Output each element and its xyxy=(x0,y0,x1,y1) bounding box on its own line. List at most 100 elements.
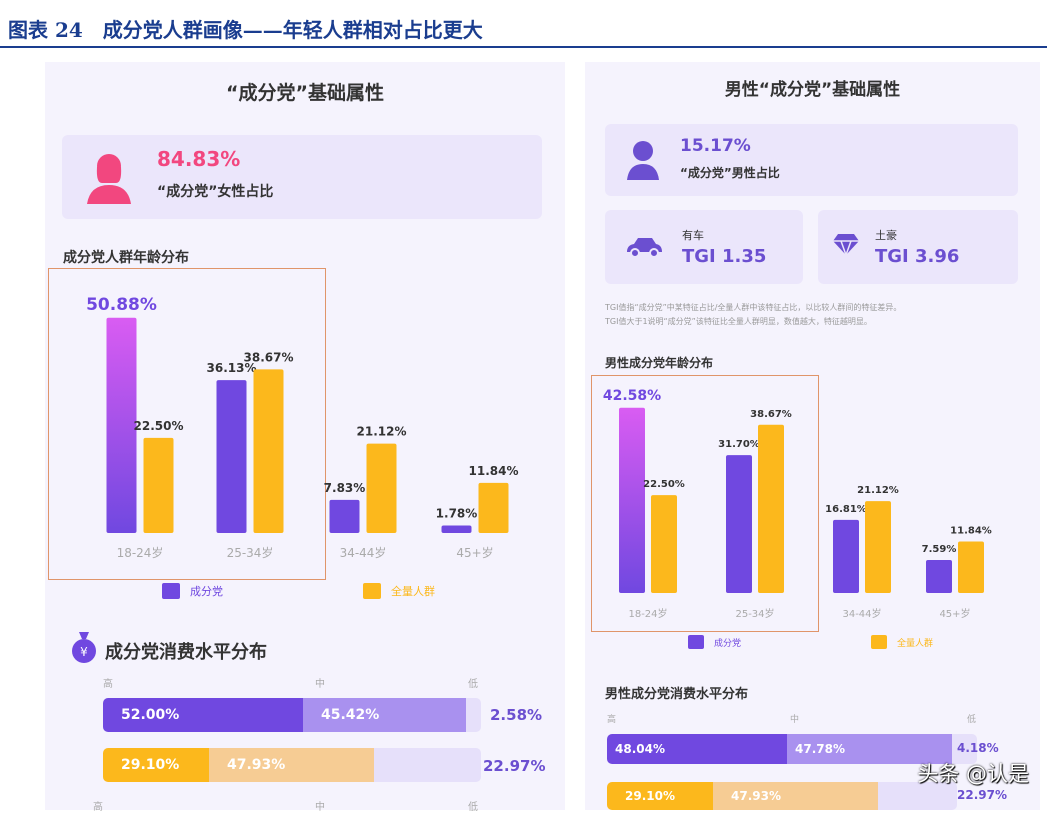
bar-chengfen xyxy=(106,317,137,533)
x-tick-label: 25-34岁 xyxy=(227,545,274,560)
left-consume-title: 成分党消费水平分布 xyxy=(105,642,267,663)
female-icon xyxy=(87,154,131,204)
car-icon xyxy=(627,238,662,258)
rich-label: 土豪 xyxy=(875,229,897,242)
male-consume-bar-all: 29.10% 47.93% xyxy=(607,782,957,810)
right-age-chart: 42.58% 22.50% 18-24岁 31.70% 38.67% 25-34岁 16.8… xyxy=(603,388,992,620)
bar-chengfen xyxy=(833,519,859,593)
seg-high: 52.00% xyxy=(103,698,303,732)
male-card: 15.17% “成分党”男性占比 xyxy=(605,124,1018,196)
seg-low xyxy=(952,734,977,764)
data-label: 7.83% xyxy=(324,481,366,495)
money-bag-icon: ¥ xyxy=(72,632,96,663)
seg-mid: 45.42% xyxy=(303,698,466,732)
left-panel-title: “成分党”基础属性 xyxy=(226,82,384,104)
data-label: 11.84% xyxy=(469,464,519,478)
legend-swatch-orange xyxy=(363,583,381,599)
male-icon xyxy=(627,141,659,180)
bar-chengfen xyxy=(726,455,752,593)
x-tick-label: 45+岁 xyxy=(939,607,970,620)
car-tgi: TGI 1.35 xyxy=(682,246,767,267)
bar-all xyxy=(253,369,284,533)
x-tick-label: 18-24岁 xyxy=(117,545,164,560)
data-label: 1.78% xyxy=(436,506,478,520)
tgi-note-line: TGI值大于1说明“成分党”该特征比全量人群明显，数值越大，特征越明显。 xyxy=(605,317,872,326)
male-label: “成分党”男性占比 xyxy=(680,166,780,180)
seg-high: 29.10% xyxy=(103,748,209,782)
x-tick-label: 34-44岁 xyxy=(340,545,387,560)
data-label: 38.67% xyxy=(750,409,792,420)
bar-all xyxy=(651,495,677,593)
data-label: 22.50% xyxy=(643,479,685,490)
legend-label: 成分党 xyxy=(190,585,223,598)
legend-label: 全量人群 xyxy=(391,585,435,598)
title-rule xyxy=(0,46,1047,48)
left-legend: 成分党 全量人群 xyxy=(162,583,435,599)
diamond-icon xyxy=(833,234,859,256)
left-age-chart: 50.88% 22.50% 18-24岁 36.13%38.67% 25-34岁 7.83… xyxy=(86,295,519,560)
highlight-box xyxy=(591,375,819,632)
seg-high: 48.04% xyxy=(607,734,787,764)
tgi-note: TGI值指“成分党”中某特征占比/全量人群中该特征占比，以比较人群间的特征差异。… xyxy=(605,301,1035,329)
level-high: 高 xyxy=(103,679,113,690)
seg-low xyxy=(374,748,481,782)
data-label: 21.12% xyxy=(857,485,899,496)
seg-low xyxy=(878,782,957,810)
level-low: 低 xyxy=(468,679,478,690)
level-high: 高 xyxy=(607,715,617,725)
low-value: 22.97% xyxy=(957,788,1007,802)
car-card: 有车 TGI 1.35 xyxy=(605,210,803,284)
bar-all xyxy=(758,424,784,593)
bar-all xyxy=(958,541,984,593)
level-low: 低 xyxy=(468,802,478,813)
data-label: 31.70% xyxy=(718,439,760,450)
legend-label: 成分党 xyxy=(714,638,742,649)
data-label: 42.58% xyxy=(603,388,661,404)
x-tick-label: 25-34岁 xyxy=(735,607,774,620)
bar-chengfen xyxy=(329,499,360,533)
consume-bar-chengfen: 52.00% 45.42% xyxy=(103,698,481,732)
seg-high: 29.10% xyxy=(607,782,713,810)
legend-label: 全量人群 xyxy=(897,638,934,649)
bar-all xyxy=(143,437,174,533)
low-value: 22.97% xyxy=(483,757,546,775)
data-label: 22.50% xyxy=(134,419,184,433)
data-label: 38.67% xyxy=(244,350,294,364)
watermark: 头条 @认是 xyxy=(917,762,1029,786)
male-pct: 15.17% xyxy=(680,136,751,156)
bar-chengfen xyxy=(926,559,952,593)
right-age-title: 男性成分党年龄分布 xyxy=(605,356,714,370)
right-consume-title: 男性成分党消费水平分布 xyxy=(605,687,749,702)
data-label: 21.12% xyxy=(357,425,407,439)
x-tick-label: 34-44岁 xyxy=(842,607,881,620)
level-mid: 中 xyxy=(315,679,325,690)
tgi-note-line: TGI值指“成分党”中某特征占比/全量人群中该特征占比，以比较人群间的特征差异。 xyxy=(605,303,902,312)
data-label: 36.13% xyxy=(207,361,257,375)
bar-all xyxy=(478,482,509,533)
level-high: 高 xyxy=(93,802,103,813)
seg-mid: 47.93% xyxy=(209,748,374,782)
low-value: 4.18% xyxy=(957,741,999,755)
bar-all xyxy=(366,443,397,533)
seg-low xyxy=(466,698,481,732)
low-value: 2.58% xyxy=(490,706,543,724)
bar-chengfen xyxy=(619,407,645,593)
svg-text:¥: ¥ xyxy=(80,645,88,659)
data-label: 50.88% xyxy=(86,295,157,315)
rich-tgi: TGI 3.96 xyxy=(875,246,960,267)
left-age-title: 成分党人群年龄分布 xyxy=(63,250,189,266)
highlight-box xyxy=(48,268,326,580)
female-pct: 84.83% xyxy=(157,147,241,171)
female-card: 84.83% “成分党”女性占比 xyxy=(62,135,542,219)
data-label: 16.81% xyxy=(825,504,867,515)
right-legend: 成分党 全量人群 xyxy=(688,635,933,649)
figure-title: 图表 24 成分党人群画像——年轻人群相对占比更大 xyxy=(8,18,483,42)
x-tick-label: 45+岁 xyxy=(456,545,493,560)
legend-swatch-orange xyxy=(871,635,888,649)
car-label: 有车 xyxy=(682,229,704,242)
x-tick-label: 18-24岁 xyxy=(628,607,667,620)
level-mid: 中 xyxy=(790,715,800,725)
level-low: 低 xyxy=(967,715,977,725)
data-label: 11.84% xyxy=(950,525,992,536)
bar-chengfen xyxy=(216,380,247,533)
